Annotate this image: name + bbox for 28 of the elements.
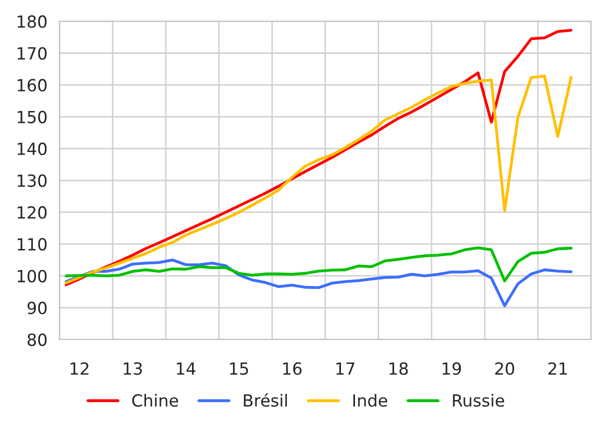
legend-label: Brésil (244, 393, 287, 407)
legend-label: Inde (353, 394, 388, 407)
x-tick-label: 12 (70, 362, 88, 375)
y-tick-label: 150 (18, 110, 47, 124)
line-series (64, 246, 572, 282)
x-tick-label: 19 (442, 362, 461, 375)
y-tick-label: 100 (18, 270, 47, 282)
y-tick-label: 160 (18, 78, 47, 92)
x-tick-label: 21 (548, 362, 567, 375)
x-tick-label: 13 (124, 362, 142, 375)
x-tick-label: 20 (495, 362, 514, 375)
x-tick-label: 17 (336, 362, 354, 375)
y-tick-label: 140 (18, 142, 47, 156)
legend-label: Russie (453, 394, 504, 407)
y-tick-label: 110 (18, 238, 47, 251)
line-series (64, 74, 572, 284)
x-tick-label: 14 (176, 362, 196, 375)
y-tick-label: 180 (18, 15, 47, 28)
y-tick-label: 170 (18, 47, 47, 60)
legend-label: Chine (132, 394, 178, 407)
y-tick-label: 130 (18, 174, 47, 187)
y-tick-label: 80 (28, 333, 47, 346)
line-series (64, 258, 572, 308)
y-tick-label: 120 (18, 206, 47, 219)
x-tick-label: 16 (283, 362, 302, 375)
x-tick-label: 15 (230, 362, 248, 375)
y-tick-label: 90 (28, 302, 47, 314)
x-tick-label: 18 (390, 362, 408, 375)
